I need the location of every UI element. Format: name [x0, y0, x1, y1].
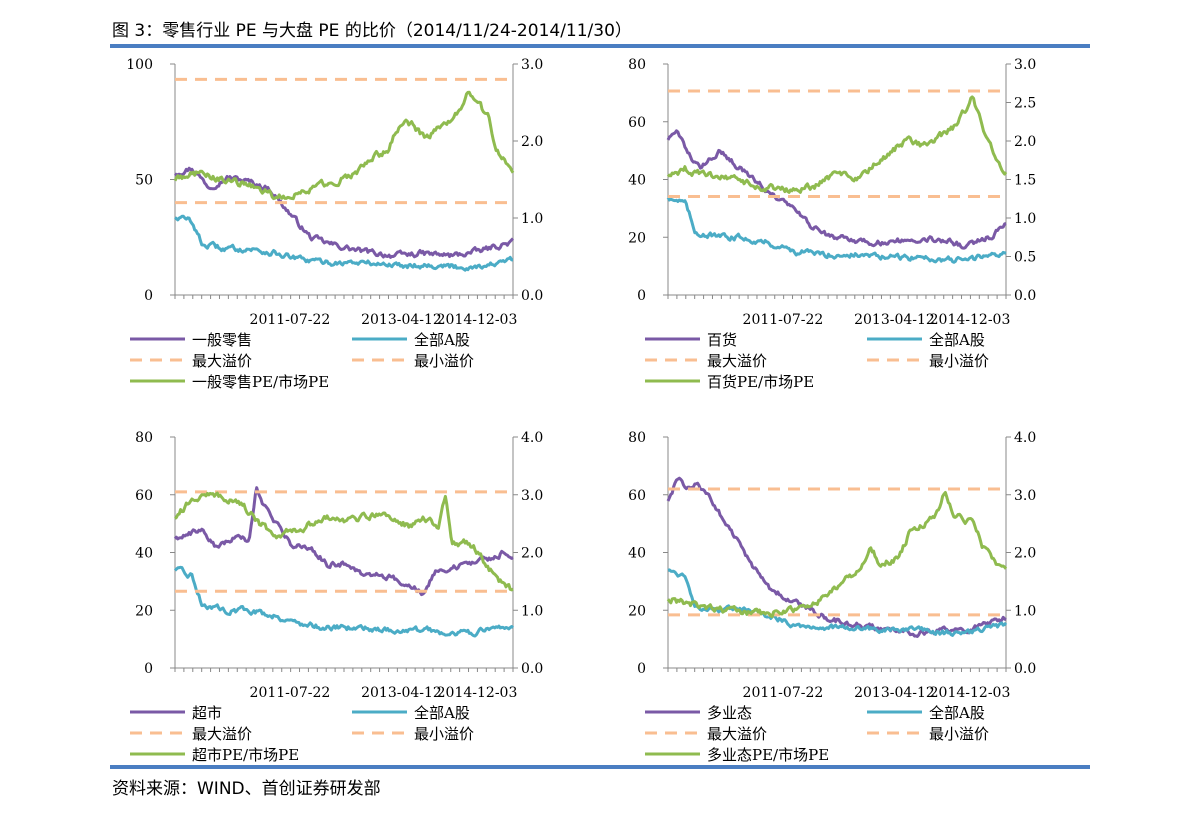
- chart-top-left-x-tick-label: 2011-07-22: [250, 312, 331, 328]
- chart-bottom-right-x-tick-label: 2013-04-12: [854, 685, 935, 701]
- chart-top-right-left-tick-label: 0: [637, 288, 646, 304]
- chart-top-right-left-tick-label: 20: [628, 230, 646, 246]
- chart-top-left-series-2-legend-label: 最大溢价: [192, 352, 252, 370]
- chart-top-right-right-tick-label: 2.5: [1014, 96, 1036, 112]
- chart-top-right-left-tick-label: 80: [628, 57, 646, 73]
- chart-bottom-right-x-tick-label: 2014-12-03: [930, 685, 1011, 701]
- chart-top-right-x-tick-label: 2014-12-03: [930, 312, 1011, 328]
- chart-bottom-left-left-tick-label: 20: [135, 603, 153, 619]
- chart-top-right-right-tick-label: 2.0: [1014, 134, 1036, 150]
- chart-top-left-series-4-legend-label: 一般零售PE/市场PE: [192, 373, 329, 391]
- chart-top-right-series-1-legend-label: 全部A股: [929, 331, 985, 349]
- chart-top-left-x-tick-label: 2013-04-12: [361, 312, 442, 328]
- chart-top-left-left-tick-label: 50: [135, 173, 153, 189]
- chart-bottom-left-series-2-legend-label: 最大溢价: [192, 725, 252, 743]
- chart-top-left-series-1-legend-label: 全部A股: [414, 331, 470, 349]
- chart-top-right-series-4-legend-label: 百货PE/市场PE: [707, 373, 814, 391]
- chart-top-right-right-tick-label: 0.5: [1014, 250, 1036, 266]
- chart-top-left-series-0-line: [174, 166, 515, 259]
- chart-top-left-x-tick-label: 2014-12-03: [437, 312, 518, 328]
- chart-bottom-right-series-3-legend-label: 最小溢价: [929, 725, 989, 743]
- bottom-divider: [110, 765, 1090, 769]
- chart-bottom-left-series-1-legend-label: 全部A股: [414, 704, 470, 722]
- chart-bottom-left-series-4-legend-label: 超市PE/市场PE: [192, 746, 299, 764]
- chart-bottom-right-series-2-legend-label: 最大溢价: [707, 725, 767, 743]
- chart-bottom-right-x-tick-label: 2011-07-22: [743, 685, 824, 701]
- chart-bottom-right-left-tick-label: 0: [637, 661, 646, 677]
- chart-bottom-left-series-0-line: [173, 486, 514, 597]
- chart-bottom-right-left-tick-label: 80: [628, 430, 646, 446]
- chart-bottom-right-series-4-legend-label: 多业态PE/市场PE: [707, 746, 829, 764]
- chart-bottom-right-left-tick-label: 60: [628, 488, 646, 504]
- chart-bottom-left-right-tick-label: 4.0: [521, 430, 543, 446]
- chart-bottom-right-right-tick-label: 1.0: [1014, 603, 1036, 619]
- chart-bottom-left-right-tick-label: 2.0: [521, 546, 543, 562]
- chart-top-right-right-tick-label: 0.0: [1014, 288, 1036, 304]
- chart-top-right-left-tick-label: 60: [628, 115, 646, 131]
- chart-bottom-right-left-tick-label: 40: [628, 546, 646, 562]
- chart-top-right-series-4-line: [666, 95, 1008, 194]
- chart-bottom-right-right-tick-label: 0.0: [1014, 661, 1036, 677]
- chart-top-left-right-tick-label: 0.0: [521, 288, 543, 304]
- chart-bottom-right-series-4-line: [666, 491, 1008, 619]
- chart-bottom-right-right-tick-label: 4.0: [1014, 430, 1036, 446]
- chart-bottom-left-left-tick-label: 0: [144, 661, 153, 677]
- chart-bottom-right-left-tick-label: 20: [628, 603, 646, 619]
- chart-top-left-series-3-legend-label: 最小溢价: [414, 352, 474, 370]
- chart-bottom-left-x-tick-label: 2013-04-12: [361, 685, 442, 701]
- chart-top-left-right-tick-label: 1.0: [521, 211, 543, 227]
- chart-bottom-left-x-tick-label: 2014-12-03: [437, 685, 518, 701]
- chart-bottom-left-right-tick-label: 0.0: [521, 661, 543, 677]
- chart-top-right-series-1-line: [666, 196, 1007, 264]
- chart-bottom-right-series-1-legend-label: 全部A股: [929, 704, 985, 722]
- chart-top-right-series-0-line: [666, 129, 1007, 250]
- chart-top-left-series-0-legend-label: 一般零售: [192, 331, 252, 349]
- chart-top-right-left-tick-label: 40: [628, 173, 646, 189]
- chart-top-left-series-4-line: [173, 90, 515, 201]
- chart-bottom-left-x-tick-label: 2011-07-22: [250, 685, 331, 701]
- chart-top-left-left-tick-label: 100: [126, 57, 153, 73]
- chart-bottom-left-series-0-legend-label: 超市: [192, 704, 222, 722]
- chart-top-left-series-1-line: [174, 214, 514, 272]
- chart-top-right-right-tick-label: 1.5: [1014, 173, 1036, 189]
- chart-bottom-right-series-0-legend-label: 多业态: [707, 704, 752, 722]
- chart-top-right-series-0-legend-label: 百货: [707, 331, 737, 349]
- chart-top-right-series-3-legend-label: 最小溢价: [929, 352, 989, 370]
- chart-bottom-left-left-tick-label: 40: [135, 546, 153, 562]
- chart-top-right-x-tick-label: 2013-04-12: [854, 312, 935, 328]
- chart-bottom-right-series-1-line: [667, 568, 1008, 637]
- top-divider: [110, 44, 1090, 48]
- chart-bottom-left-right-tick-label: 3.0: [521, 488, 543, 504]
- chart-top-right-right-tick-label: 3.0: [1014, 57, 1036, 73]
- figure-title: 图 3：零售行业 PE 与大盘 PE 的比价（2014/11/24-2014/1…: [112, 21, 632, 41]
- chart-top-right-right-tick-label: 1.0: [1014, 211, 1036, 227]
- chart-bottom-left-series-1-line: [173, 565, 515, 638]
- chart-bottom-left-right-tick-label: 1.0: [521, 603, 543, 619]
- chart-bottom-right-right-tick-label: 2.0: [1014, 546, 1036, 562]
- chart-bottom-right-right-tick-label: 3.0: [1014, 488, 1036, 504]
- chart-top-left-left-tick-label: 0: [144, 288, 153, 304]
- chart-top-left-right-tick-label: 2.0: [521, 134, 543, 150]
- chart-bottom-left-left-tick-label: 60: [135, 488, 153, 504]
- chart-bottom-left-left-tick-label: 80: [135, 430, 153, 446]
- source-note: 资料来源：WIND、首创证券研发部: [112, 779, 381, 799]
- chart-top-left-right-tick-label: 3.0: [521, 57, 543, 73]
- chart-bottom-left-series-4-line: [174, 491, 514, 592]
- chart-bottom-left-series-3-legend-label: 最小溢价: [414, 725, 474, 743]
- chart-top-right-series-2-legend-label: 最大溢价: [707, 352, 767, 370]
- chart-top-right-x-tick-label: 2011-07-22: [743, 312, 824, 328]
